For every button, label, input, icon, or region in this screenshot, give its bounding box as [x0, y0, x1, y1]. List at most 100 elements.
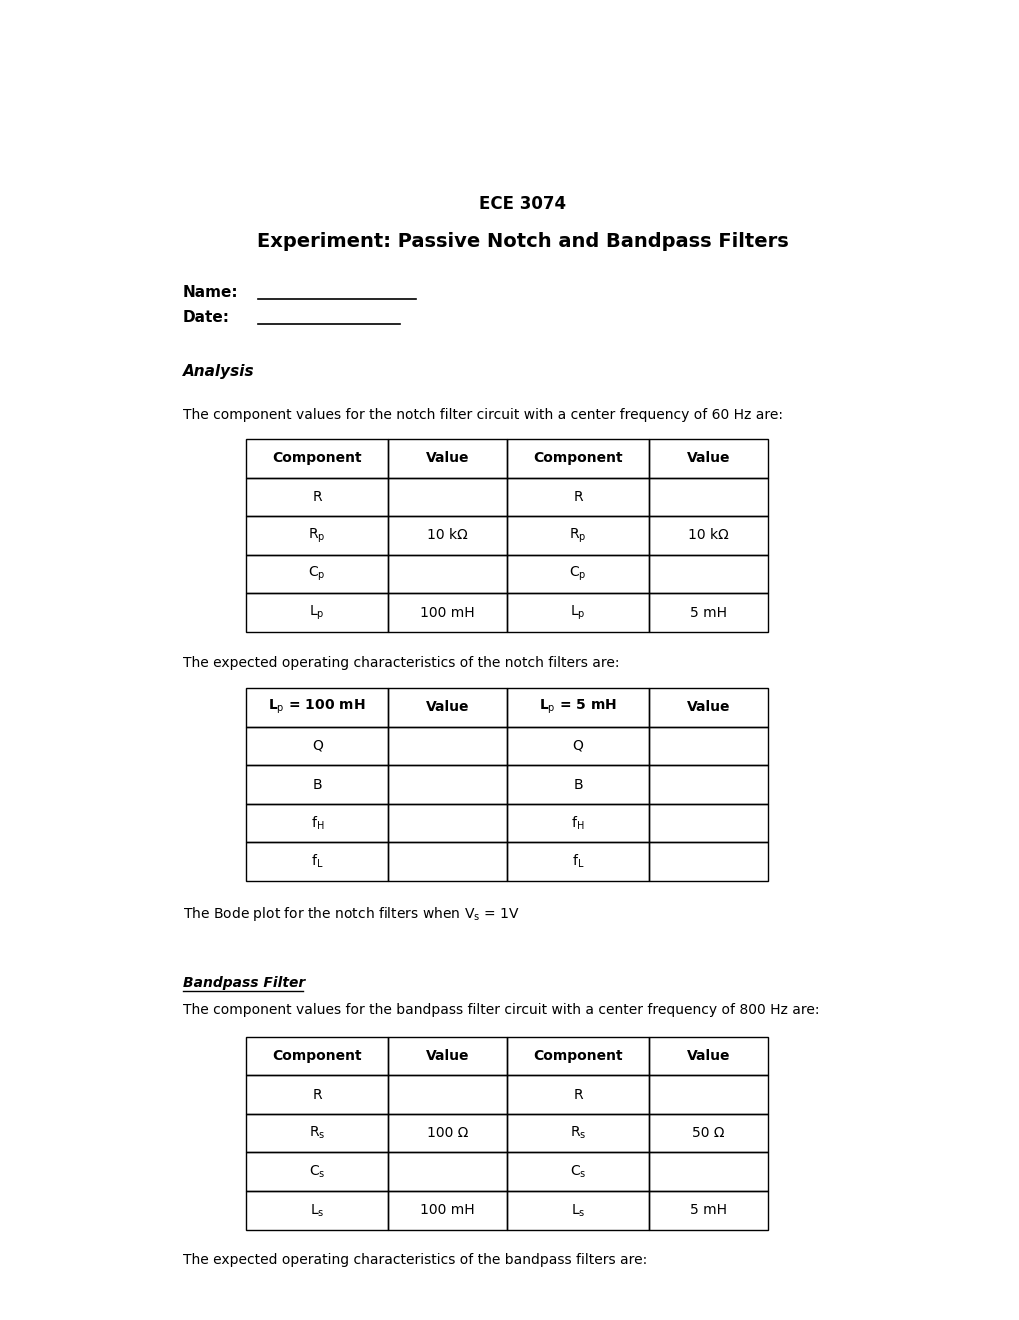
- Bar: [649, 688, 767, 726]
- Text: Component: Component: [533, 451, 623, 465]
- Text: Experiment: Passive Notch and Bandpass Filters: Experiment: Passive Notch and Bandpass F…: [257, 232, 788, 251]
- Text: Value: Value: [426, 1049, 469, 1063]
- Bar: [506, 1152, 649, 1191]
- Text: f$_\mathrm{L}$: f$_\mathrm{L}$: [311, 853, 323, 870]
- Bar: [506, 554, 649, 594]
- Text: Value: Value: [686, 700, 730, 714]
- Text: Value: Value: [426, 700, 469, 714]
- Bar: [506, 688, 649, 726]
- Bar: [506, 1076, 649, 1114]
- Bar: [388, 516, 506, 554]
- Text: f$_\mathrm{H}$: f$_\mathrm{H}$: [571, 814, 584, 832]
- Text: L$_\mathrm{s}$: L$_\mathrm{s}$: [571, 1203, 585, 1218]
- Bar: [649, 478, 767, 516]
- Text: The expected operating characteristics of the bandpass filters are:: The expected operating characteristics o…: [182, 1253, 646, 1267]
- Bar: [506, 1036, 649, 1076]
- Text: The component values for the bandpass filter circuit with a center frequency of : The component values for the bandpass fi…: [182, 1003, 818, 1018]
- Text: 100 Ω: 100 Ω: [427, 1126, 468, 1140]
- Text: R: R: [573, 1088, 582, 1101]
- Bar: [388, 1076, 506, 1114]
- Bar: [506, 594, 649, 632]
- Text: 10 kΩ: 10 kΩ: [688, 528, 729, 543]
- Text: R: R: [573, 490, 582, 504]
- Bar: [649, 440, 767, 478]
- Text: The expected operating characteristics of the notch filters are:: The expected operating characteristics o…: [182, 656, 619, 669]
- Bar: [649, 554, 767, 594]
- Text: Bandpass Filter: Bandpass Filter: [182, 975, 305, 990]
- Text: Date:: Date:: [182, 310, 229, 326]
- Bar: [506, 766, 649, 804]
- Bar: [246, 594, 388, 632]
- Bar: [649, 766, 767, 804]
- Bar: [649, 842, 767, 880]
- Text: L$_\mathrm{p}$: L$_\mathrm{p}$: [570, 603, 585, 622]
- Text: L$_\mathrm{p}$ = 100 mH: L$_\mathrm{p}$ = 100 mH: [268, 698, 366, 717]
- Bar: [246, 516, 388, 554]
- Text: L$_\mathrm{p}$ = 5 mH: L$_\mathrm{p}$ = 5 mH: [538, 698, 616, 717]
- Bar: [649, 1076, 767, 1114]
- Bar: [649, 594, 767, 632]
- Bar: [246, 842, 388, 880]
- Text: 10 kΩ: 10 kΩ: [427, 528, 468, 543]
- Text: Name:: Name:: [182, 285, 238, 300]
- Bar: [388, 842, 506, 880]
- Bar: [388, 766, 506, 804]
- Text: 100 mH: 100 mH: [420, 1204, 475, 1217]
- Text: R: R: [312, 490, 322, 504]
- Bar: [388, 1036, 506, 1076]
- Text: R$_\mathrm{s}$: R$_\mathrm{s}$: [570, 1125, 586, 1142]
- Bar: [388, 440, 506, 478]
- Text: f$_\mathrm{L}$: f$_\mathrm{L}$: [572, 853, 584, 870]
- Bar: [246, 1152, 388, 1191]
- Text: 100 mH: 100 mH: [420, 606, 475, 619]
- Text: The Bode plot for the notch filters when V$_\mathrm{s}$ = 1V: The Bode plot for the notch filters when…: [182, 904, 519, 923]
- Text: Component: Component: [533, 1049, 623, 1063]
- Text: Component: Component: [272, 1049, 362, 1063]
- Text: Value: Value: [686, 1049, 730, 1063]
- Bar: [388, 478, 506, 516]
- Bar: [649, 1036, 767, 1076]
- Bar: [246, 1191, 388, 1230]
- Bar: [246, 726, 388, 766]
- Bar: [506, 1114, 649, 1152]
- Bar: [649, 726, 767, 766]
- Bar: [246, 1114, 388, 1152]
- Bar: [246, 554, 388, 594]
- Bar: [649, 1114, 767, 1152]
- Text: Q: Q: [572, 739, 583, 752]
- Text: The component values for the notch filter circuit with a center frequency of 60 : The component values for the notch filte…: [182, 408, 782, 421]
- Bar: [388, 1191, 506, 1230]
- Text: R$_\mathrm{s}$: R$_\mathrm{s}$: [309, 1125, 325, 1142]
- Bar: [388, 688, 506, 726]
- Bar: [649, 516, 767, 554]
- Bar: [506, 842, 649, 880]
- Bar: [246, 1076, 388, 1114]
- Bar: [246, 478, 388, 516]
- Bar: [649, 1191, 767, 1230]
- Bar: [388, 1152, 506, 1191]
- Bar: [649, 804, 767, 842]
- Text: Q: Q: [312, 739, 322, 752]
- Text: Value: Value: [686, 451, 730, 465]
- Text: C$_\mathrm{s}$: C$_\mathrm{s}$: [570, 1163, 586, 1180]
- Bar: [246, 440, 388, 478]
- Text: R: R: [312, 1088, 322, 1101]
- Text: B: B: [573, 777, 582, 792]
- Text: C$_\mathrm{s}$: C$_\mathrm{s}$: [309, 1163, 325, 1180]
- Bar: [246, 688, 388, 726]
- Bar: [506, 726, 649, 766]
- Bar: [246, 766, 388, 804]
- Text: R$_\mathrm{p}$: R$_\mathrm{p}$: [569, 527, 586, 545]
- Bar: [246, 804, 388, 842]
- Bar: [388, 594, 506, 632]
- Text: 50 Ω: 50 Ω: [692, 1126, 725, 1140]
- Text: B: B: [312, 777, 322, 792]
- Bar: [388, 804, 506, 842]
- Bar: [649, 1152, 767, 1191]
- Text: ECE 3074: ECE 3074: [479, 195, 566, 213]
- Bar: [506, 440, 649, 478]
- Bar: [506, 1191, 649, 1230]
- Text: 5 mH: 5 mH: [689, 606, 727, 619]
- Bar: [506, 804, 649, 842]
- Text: L$_\mathrm{s}$: L$_\mathrm{s}$: [310, 1203, 324, 1218]
